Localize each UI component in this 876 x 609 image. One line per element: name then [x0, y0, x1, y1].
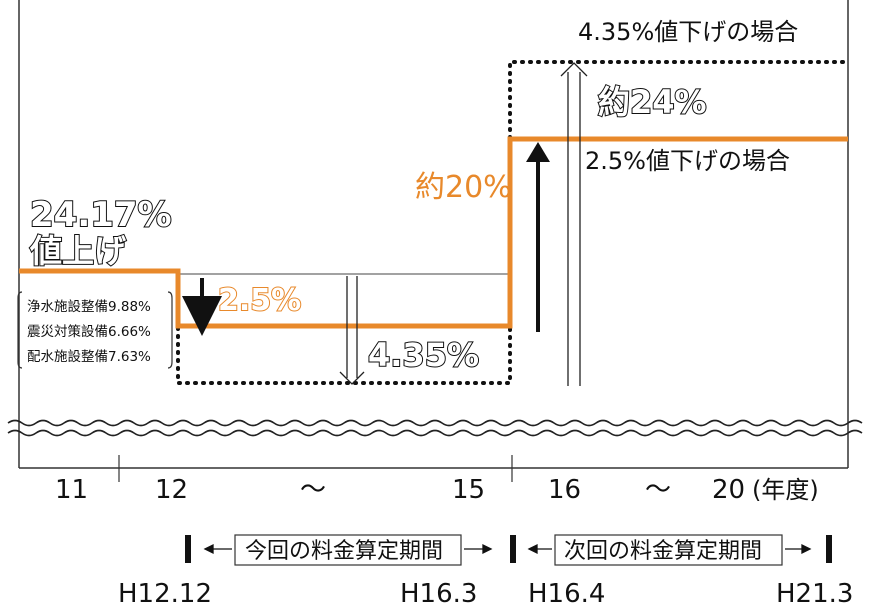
tick-label-tilde-1: ～ [300, 475, 326, 505]
breakdown-item-1: 浄水施設整備9.88% [27, 299, 151, 315]
hollow-up-arrow-24 [561, 63, 587, 386]
label-increase-word: 値上げ [29, 232, 126, 270]
axis-break-wave-top [8, 421, 862, 426]
date-h16-4: H16.4 [528, 579, 605, 609]
tick-label-unit: (年度) [752, 476, 819, 504]
hollow-down-arrow-435 [340, 276, 364, 384]
current-period-label: 今回の料金算定期間 [245, 539, 443, 564]
breakdown-item-2: 震災対策設備6.66% [27, 323, 151, 340]
breakdown-bracket [18, 292, 22, 368]
period-bar-mid [510, 535, 516, 563]
tick-label-16: 16 [548, 475, 581, 505]
date-h16-3: H16.3 [400, 579, 477, 609]
label-increase-pct: 24.17% [30, 195, 172, 235]
up-arrow-20 [526, 142, 550, 332]
tick-label-15: 15 [452, 475, 485, 505]
period-bar-end [826, 535, 832, 563]
label-case-435: 4.35%値下げの場合 [578, 18, 798, 46]
tick-label-20: 20 [712, 475, 745, 505]
next-period-label: 次回の料金算定期間 [564, 539, 762, 564]
axis-break-wave-bottom [8, 431, 862, 436]
label-drop-25: 2.5% [218, 283, 301, 318]
date-h21-3: H21.3 [776, 579, 853, 609]
date-h12-12: H12.12 [118, 579, 212, 609]
tick-label-12: 12 [155, 475, 188, 505]
breakdown-item-3: 配水施設整備7.63% [27, 349, 151, 365]
tick-label-11: 11 [55, 475, 88, 505]
label-drop-435: 4.35% [368, 336, 479, 374]
tick-label-tilde-2: ～ [645, 475, 671, 505]
period-bar-start [185, 535, 191, 563]
label-about-24: 約24% [598, 83, 707, 121]
breakdown-bracket-right [168, 292, 172, 368]
label-case-25: 2.5%値下げの場合 [585, 147, 790, 175]
label-about-20: 約20% [415, 170, 512, 205]
